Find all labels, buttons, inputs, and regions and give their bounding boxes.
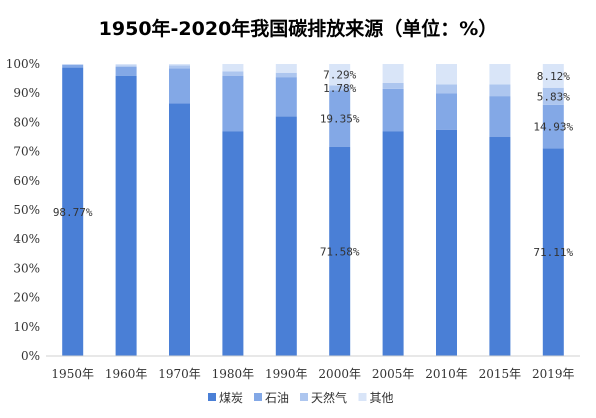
y-tick-label: 10%	[13, 320, 40, 334]
bar-segment-3-5	[329, 64, 351, 86]
data-label: 71.11%	[533, 246, 573, 259]
chart-title: 1950年-2020年我国碳排放来源（单位：%）	[98, 18, 498, 40]
y-tick-label: 80%	[13, 115, 40, 129]
bar-segment-2-8	[489, 84, 511, 97]
x-tick-label: 2010年	[425, 367, 468, 381]
legend-label: 石油	[265, 391, 289, 405]
bar-segment-2-9	[542, 87, 564, 105]
bar-segment-2-5	[329, 85, 351, 91]
bar-segment-2-6	[382, 82, 404, 89]
bar-segment-0-8	[489, 137, 511, 356]
legend-swatch	[254, 393, 262, 401]
y-tick-label: 0%	[21, 349, 40, 363]
legend-label: 其他	[370, 391, 394, 405]
bar-segment-0-0	[62, 67, 84, 356]
bar-segment-2-2	[169, 65, 190, 69]
bar-segment-2-3	[222, 71, 244, 76]
bar-segment-0-3	[222, 131, 244, 356]
bar-segment-2-7	[436, 84, 457, 94]
x-tick-label: 2000年	[318, 367, 361, 381]
legend-swatch	[358, 393, 367, 401]
data-label: 71.58%	[320, 245, 360, 258]
bar-segment-0-4	[275, 116, 297, 356]
bar-segment-2-4	[275, 72, 297, 78]
legend-swatch	[208, 393, 216, 401]
bar-segment-3-6	[382, 64, 404, 83]
bar-segment-0-6	[382, 131, 404, 356]
bar-segment-3-4	[275, 64, 297, 73]
legend-swatch	[300, 393, 308, 401]
bar-segment-3-7	[436, 64, 457, 85]
data-label: 7.29%	[323, 69, 356, 82]
data-label: 1.78%	[323, 82, 356, 95]
bar-segment-1-0	[62, 64, 84, 68]
bar-segment-1-4	[275, 77, 297, 117]
x-tick-label: 1970年	[158, 367, 201, 381]
x-tick-label: 2019年	[532, 367, 575, 381]
bar-segment-3-9	[542, 64, 564, 88]
y-tick-label: 30%	[13, 261, 40, 275]
bar-segment-1-6	[382, 88, 404, 132]
x-tick-label: 2015年	[479, 367, 522, 381]
bar-segment-2-1	[115, 65, 137, 67]
data-label: 98.77%	[53, 206, 93, 219]
y-tick-label: 50%	[13, 203, 40, 217]
bar-segment-3-8	[489, 64, 511, 85]
bar-segment-3-2	[169, 64, 190, 66]
data-label: 19.35%	[320, 113, 360, 126]
y-tick-label: 90%	[13, 86, 40, 100]
data-label: 14.93%	[533, 121, 573, 134]
x-tick-label: 1980年	[212, 367, 255, 381]
data-label: 8.12%	[537, 70, 570, 83]
bar-segment-1-7	[436, 93, 457, 130]
data-label: 5.83%	[537, 90, 570, 103]
bar-segment-0-9	[542, 148, 564, 356]
y-tick-label: 20%	[13, 291, 40, 305]
x-tick-label: 2005年	[372, 367, 415, 381]
bar-segment-3-3	[222, 64, 244, 72]
x-tick-label: 1960年	[105, 367, 148, 381]
bar-segment-0-7	[436, 129, 457, 356]
y-tick-label: 70%	[13, 145, 40, 159]
bar-segment-1-8	[489, 96, 511, 137]
x-tick-label: 1990年	[265, 367, 308, 381]
bar-segment-0-5	[329, 146, 351, 356]
bar-segment-0-1	[115, 75, 137, 357]
bar-segment-1-9	[542, 104, 564, 149]
y-tick-label: 40%	[13, 232, 40, 246]
bar-segment-1-1	[115, 66, 137, 76]
bar-segment-3-0	[62, 64, 84, 65]
y-tick-label: 60%	[13, 174, 40, 188]
bar-segment-0-2	[169, 103, 190, 356]
legend-label: 煤炭	[219, 391, 243, 405]
y-tick-label: 100%	[6, 57, 40, 71]
bar-segment-1-3	[222, 75, 244, 132]
legend-label: 天然气	[311, 390, 347, 405]
bar-segment-1-5	[329, 90, 351, 147]
bar-segment-3-1	[115, 64, 137, 66]
bar-segment-1-2	[169, 68, 190, 104]
x-tick-label: 1950年	[51, 367, 94, 381]
